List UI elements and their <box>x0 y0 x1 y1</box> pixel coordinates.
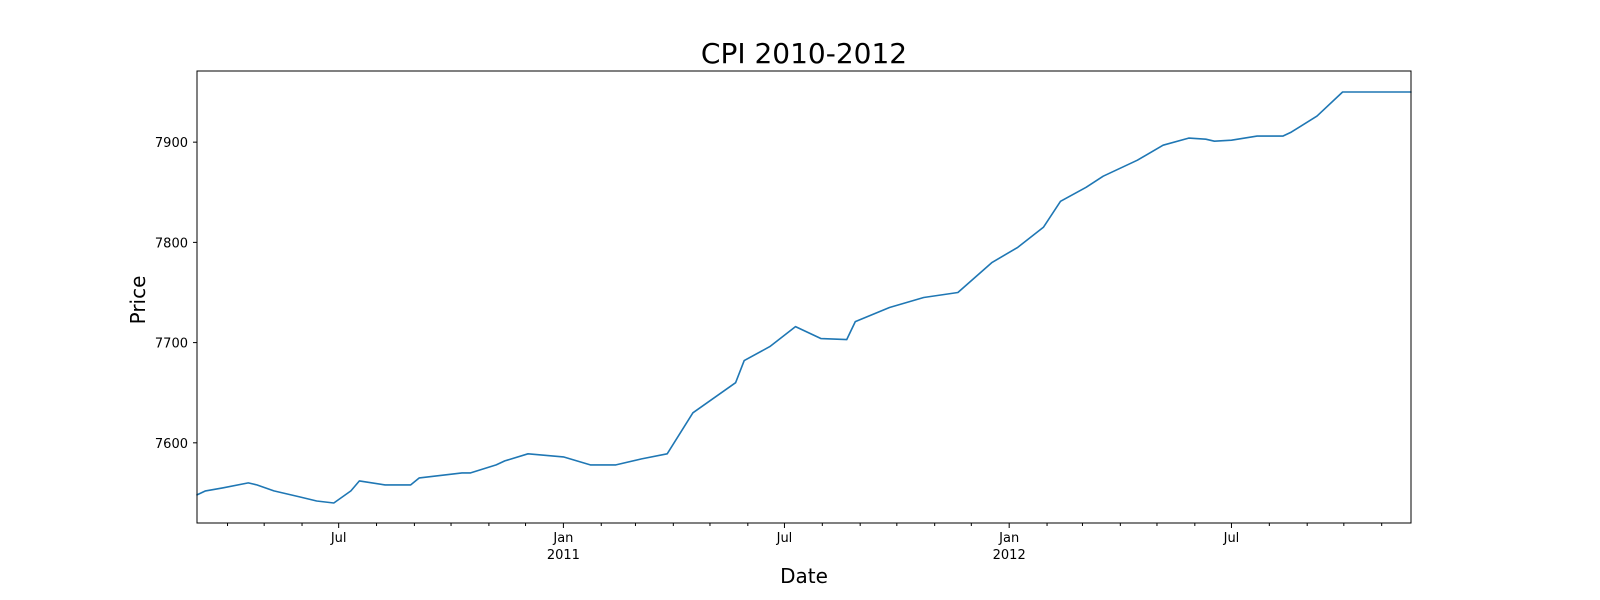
y-tick-label: 7800 <box>155 236 188 251</box>
series-layer <box>196 91 1412 504</box>
x-tick-label: Jan <box>552 531 573 546</box>
y-tick-label: 7900 <box>155 136 188 151</box>
x-tick-year-label: 2012 <box>993 548 1026 563</box>
x-tick-label: Jan <box>998 531 1019 546</box>
x-tick-label: Jul <box>1223 531 1240 546</box>
chart-title: CPI 2010-2012 <box>701 37 907 70</box>
cpi-series-line <box>196 91 1412 504</box>
plot-area-frame <box>196 70 1412 524</box>
x-tick-label: Jul <box>330 531 347 546</box>
y-tick-label: 7700 <box>155 337 188 352</box>
y-tick-label: 7600 <box>155 437 188 452</box>
x-tick-year-label: 2011 <box>547 548 580 563</box>
x-axis-label: Date <box>780 564 828 588</box>
y-axis-label: Price <box>126 276 150 325</box>
x-tick-label: Jul <box>776 531 793 546</box>
